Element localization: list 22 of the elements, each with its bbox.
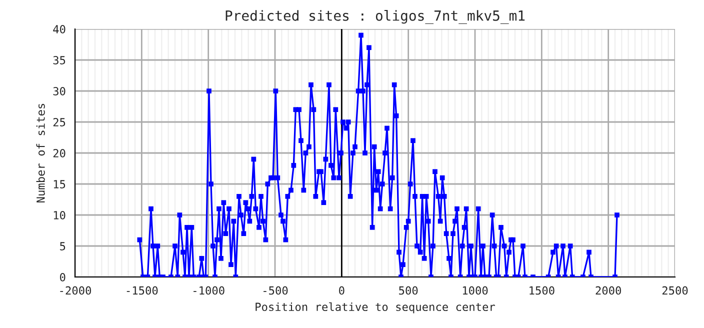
x-tick-label: 1000 (462, 286, 488, 295)
x-tick-label: 500 (399, 286, 418, 295)
x-tick-label: 0 (339, 286, 344, 295)
x-tick-label: -2000 (60, 286, 92, 295)
y-tick-label: 25 (53, 118, 66, 126)
x-tick-label: 1500 (530, 286, 554, 295)
y-tick-label: 15 (54, 180, 66, 188)
x-tick-label: -500 (264, 286, 288, 295)
y-tick-label: 5 (60, 242, 66, 250)
y-tick-label: 0 (60, 273, 66, 282)
y-tick-label: 30 (53, 87, 66, 96)
y-tick-label: 35 (53, 56, 66, 64)
y-tick-label: 10 (54, 211, 66, 220)
y-tick-label: 40 (53, 25, 66, 34)
x-tick-label: 2500 (662, 286, 688, 295)
chart-title: Predicted sites : oligos_7nt_mkv5_m1 (226, 10, 525, 24)
x-tick-label: 2000 (596, 286, 621, 295)
x-axis-title: Position relative to sequence center (256, 302, 495, 314)
y-tick-label: 20 (53, 149, 66, 158)
x-tick-label: -1000 (194, 286, 224, 295)
x-tick-label: -1500 (126, 286, 158, 295)
y-axis-title: Number of sites (36, 104, 45, 202)
